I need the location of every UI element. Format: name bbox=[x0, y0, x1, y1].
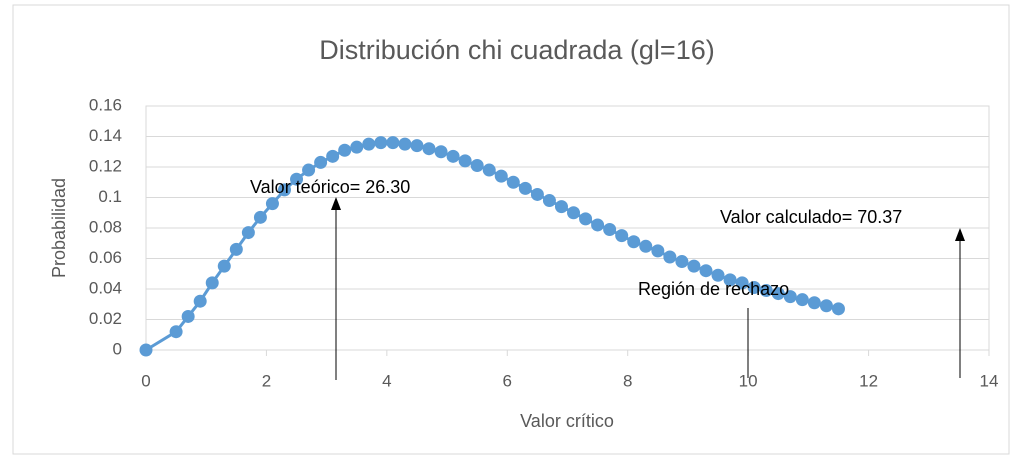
y-tick-label: 0.02 bbox=[89, 309, 122, 328]
point bbox=[615, 229, 629, 243]
point bbox=[639, 239, 653, 253]
y-tick-label: 0.12 bbox=[89, 156, 122, 175]
point bbox=[711, 268, 725, 282]
point bbox=[795, 293, 809, 307]
x-tick-label: 8 bbox=[623, 371, 632, 390]
arrow-head bbox=[955, 228, 965, 241]
point bbox=[193, 294, 207, 308]
x-tick-label: 10 bbox=[739, 371, 758, 390]
y-tick-label: 0.14 bbox=[89, 126, 122, 145]
point bbox=[506, 175, 520, 189]
point bbox=[699, 264, 713, 278]
point bbox=[338, 143, 352, 157]
x-axis-label: Valor crítico bbox=[520, 411, 614, 431]
y-tick-label: 0.1 bbox=[98, 187, 122, 206]
point bbox=[386, 136, 400, 150]
point bbox=[326, 149, 340, 163]
point bbox=[374, 136, 388, 150]
point bbox=[807, 296, 821, 310]
point bbox=[181, 309, 195, 323]
point bbox=[217, 259, 231, 273]
point bbox=[139, 343, 153, 357]
point bbox=[229, 242, 243, 256]
x-tick-label: 0 bbox=[141, 371, 150, 390]
point bbox=[723, 273, 737, 287]
point bbox=[735, 276, 749, 290]
point bbox=[627, 235, 641, 249]
y-tick-label: 0.04 bbox=[89, 278, 122, 297]
point bbox=[458, 154, 472, 168]
point bbox=[410, 139, 424, 153]
point bbox=[362, 137, 376, 151]
point bbox=[494, 169, 508, 183]
point bbox=[603, 223, 617, 237]
point bbox=[434, 145, 448, 159]
y-tick-label: 0.08 bbox=[89, 217, 122, 236]
point bbox=[314, 155, 328, 169]
chart-border bbox=[12, 4, 1010, 455]
x-tick-label: 2 bbox=[262, 371, 271, 390]
point bbox=[819, 299, 833, 313]
annotation: Valor teórico= 26.30 bbox=[250, 177, 410, 197]
point bbox=[663, 250, 677, 264]
point bbox=[831, 302, 845, 316]
point bbox=[759, 284, 773, 298]
y-axis-label: Probabilidad bbox=[49, 178, 69, 278]
point bbox=[482, 163, 496, 177]
x-tick-label: 14 bbox=[980, 371, 999, 390]
point bbox=[446, 149, 460, 163]
point bbox=[302, 163, 316, 177]
point bbox=[687, 259, 701, 273]
arrow-head bbox=[331, 197, 341, 210]
point bbox=[530, 187, 544, 201]
point bbox=[783, 290, 797, 304]
point bbox=[398, 137, 412, 151]
point bbox=[350, 140, 364, 154]
point bbox=[265, 197, 279, 211]
point bbox=[277, 183, 291, 197]
point bbox=[290, 172, 304, 186]
plot-border bbox=[145, 105, 990, 351]
point bbox=[205, 276, 219, 290]
point bbox=[422, 142, 436, 156]
x-tick-label: 4 bbox=[382, 371, 391, 390]
point bbox=[771, 287, 785, 301]
annotation: Región de rechazo bbox=[638, 279, 789, 299]
y-tick-label: 0 bbox=[113, 339, 122, 358]
chart-title: Distribución chi cuadrada (gl=16) bbox=[319, 35, 714, 65]
annotations: Valor teórico= 26.30 Valor calculado= 70… bbox=[250, 177, 965, 380]
point bbox=[579, 212, 593, 226]
point bbox=[747, 280, 761, 294]
point bbox=[169, 325, 183, 339]
y-tick-label: 0.06 bbox=[89, 248, 122, 267]
x-tick-label: 6 bbox=[503, 371, 512, 390]
point bbox=[518, 181, 532, 195]
point bbox=[591, 218, 605, 232]
point bbox=[567, 206, 581, 220]
point bbox=[542, 194, 556, 208]
point bbox=[651, 244, 665, 258]
annotation: Valor calculado= 70.37 bbox=[720, 207, 902, 227]
point bbox=[241, 226, 255, 240]
point bbox=[554, 200, 568, 214]
point bbox=[253, 210, 267, 224]
plot-area: 0 0.02 0.04 0.06 0.08 0.1 0.12 0.14 0.16 0 2 4 6 8 10 1… bbox=[89, 95, 999, 390]
point bbox=[675, 255, 689, 269]
x-tick-label: 12 bbox=[859, 371, 878, 390]
y-tick-label: 0.16 bbox=[89, 95, 122, 114]
point bbox=[470, 158, 484, 172]
